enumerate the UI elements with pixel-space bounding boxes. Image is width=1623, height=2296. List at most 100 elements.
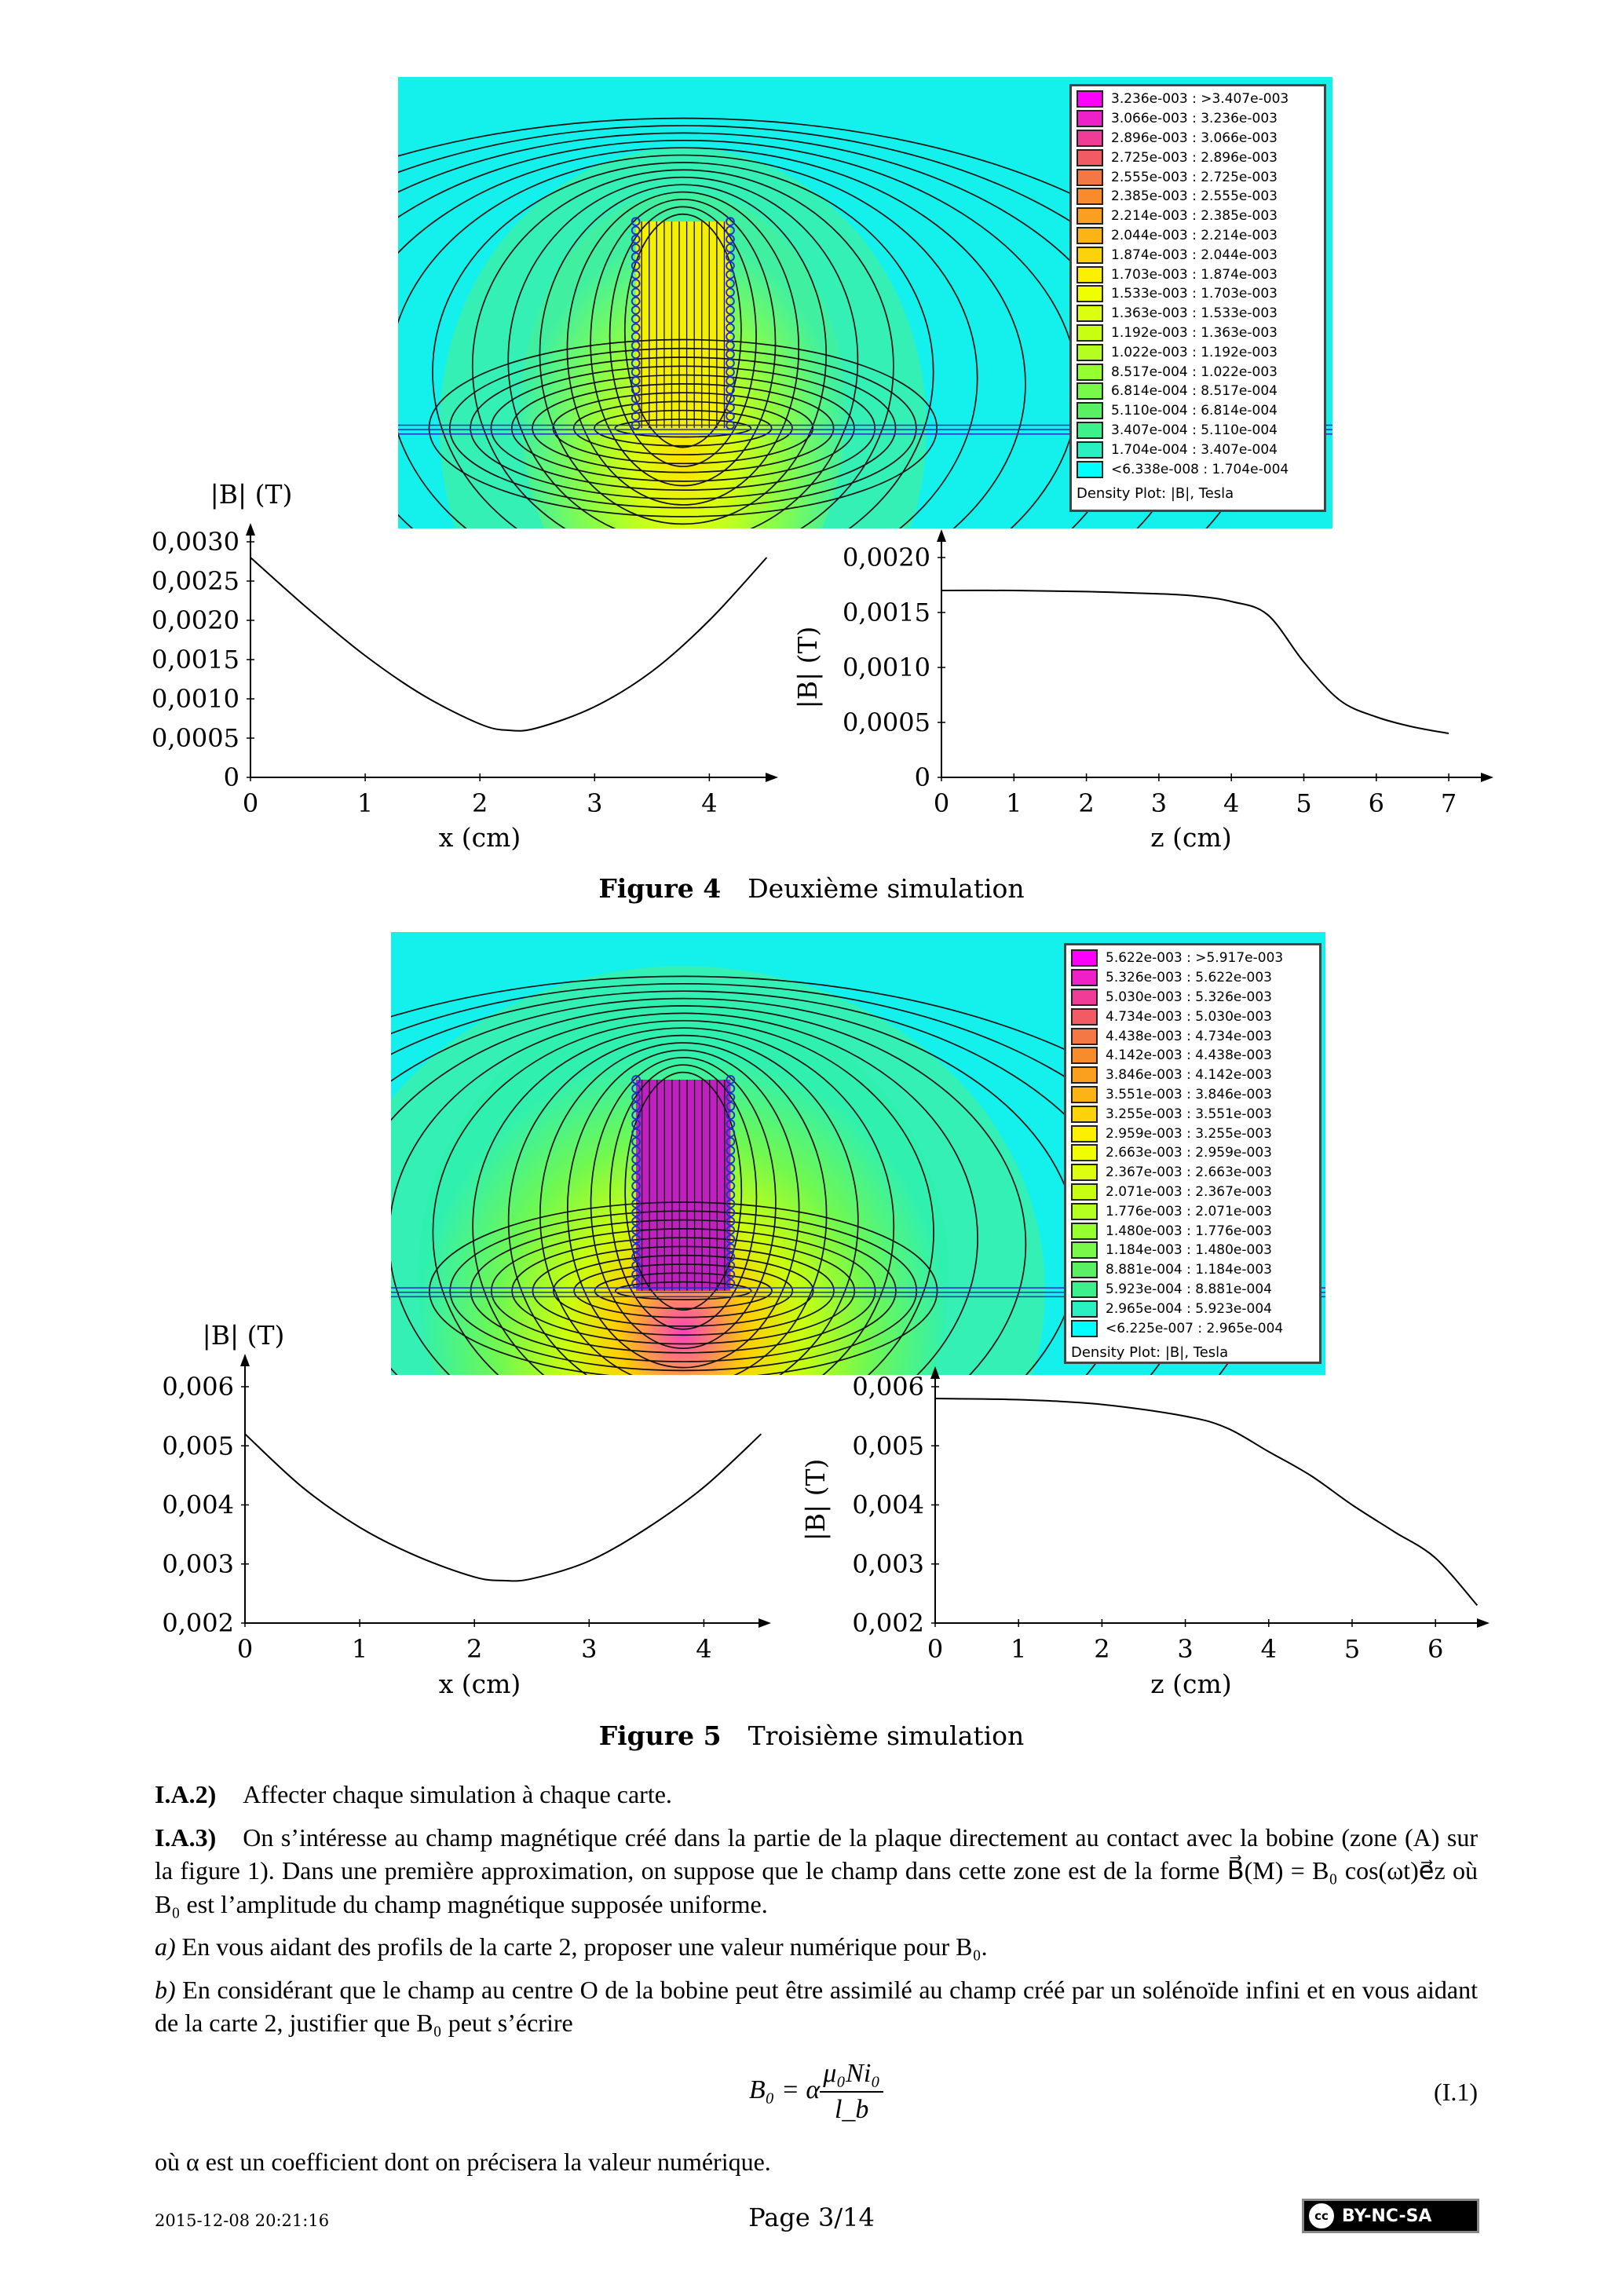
coil-turn (631, 349, 641, 360)
y-tick-label: 0,0005 (152, 723, 239, 753)
coil-turn (726, 1190, 736, 1200)
x-tick-label: 1 (357, 788, 373, 818)
coil-turn (631, 1270, 641, 1279)
legend-row: 2.663e-003 : 2.959e-003 (1071, 1143, 1314, 1163)
coil-turn (726, 1084, 736, 1094)
x-tick-label: 0 (927, 1634, 943, 1664)
field-line (391, 1012, 978, 1375)
legend-label: 5.326e-003 : 5.622e-003 (1106, 970, 1272, 986)
caption-number: Figure 4 (598, 873, 722, 904)
coil-turn (631, 1172, 641, 1182)
coil-turn (726, 1252, 736, 1262)
question-ia2: I.A.2) Affecter chaque simulation à chaqu… (155, 1778, 1478, 1812)
x-axis-label: x (cm) (439, 1669, 521, 1699)
coil-turn (631, 1243, 641, 1253)
field-line (539, 1042, 828, 1375)
y-tick-label: 0,0025 (152, 566, 239, 596)
legend-label: 5.923e-004 : 8.881e-004 (1106, 1281, 1272, 1297)
x-tick-label: 7 (1441, 788, 1457, 818)
x-axis-arrow (758, 1618, 771, 1628)
legend-swatch (1071, 1300, 1098, 1318)
legend-swatch (1077, 226, 1103, 244)
field-line (573, 1263, 794, 1318)
question-ia3: I.A.3) On s’intéresse au champ magnétique… (155, 1821, 1478, 1921)
legend-swatch (1071, 1202, 1098, 1220)
legend-row: 3.551e-003 : 3.846e-003 (1071, 1085, 1314, 1105)
coil-turn (726, 1137, 736, 1146)
legend-swatch (1077, 460, 1103, 478)
field-line (566, 191, 800, 506)
legend-swatch (1077, 90, 1103, 108)
field-line (624, 1071, 743, 1311)
x-tick-label: 0 (243, 788, 258, 818)
coil-turn (631, 1128, 641, 1138)
x-tick-label: 4 (1223, 788, 1239, 818)
legend-label: 8.881e-004 : 1.184e-003 (1106, 1262, 1272, 1278)
equation-row: B₀ = α μ₀Ni₀ l_b (I.1) (155, 2054, 1478, 2130)
legend-swatch (1071, 1027, 1098, 1045)
coil-turn (631, 323, 641, 333)
legend-label: 5.622e-003 : >5.917e-003 (1106, 950, 1284, 967)
coil-turn (726, 1146, 736, 1156)
y-tick-label: 0,0010 (152, 684, 239, 714)
legend-row: 1.704e-004 : 3.407e-004 (1077, 440, 1319, 459)
legend-row: 1.480e-003 : 1.776e-003 (1071, 1221, 1314, 1241)
coil-turn (631, 1190, 641, 1200)
coil-turn (726, 1278, 736, 1289)
legend-swatch (1077, 207, 1103, 225)
legend-row: 2.896e-003 : 3.066e-003 (1077, 129, 1319, 148)
legend-row: 5.326e-003 : 5.622e-003 (1071, 968, 1314, 988)
x-axis-label: z (cm) (1150, 822, 1231, 853)
field-line (398, 154, 978, 528)
field-line (429, 1201, 938, 1375)
legend-swatch (1071, 1047, 1098, 1065)
legend-row: 5.923e-004 : 8.881e-004 (1071, 1280, 1314, 1300)
equation-lhs: B₀ = α (748, 2075, 821, 2104)
field-line (614, 419, 752, 438)
legend-title: Density Plot: |B|, Tesla (1071, 1344, 1229, 1361)
legend-label: 1.480e-003 : 1.776e-003 (1106, 1223, 1272, 1239)
coil-turn (631, 358, 641, 368)
coil-turn (631, 1163, 641, 1173)
legend-swatch (1071, 1241, 1098, 1260)
coil-turn (726, 305, 735, 315)
coil-turn (726, 1225, 736, 1235)
y-tick-label: 0,004 (162, 1490, 234, 1520)
field-line (472, 1027, 895, 1375)
coil-turn (631, 367, 641, 377)
coil-turn (726, 1092, 736, 1102)
equation-tag: (I.1) (1434, 2077, 1478, 2106)
legend-label: 2.663e-003 : 2.959e-003 (1106, 1145, 1272, 1161)
coil-turn (726, 376, 735, 386)
chart-4: 0 1 2 3 4 5 6 0,002 0,003 0,004 0,005 0,006 z (cm) |B… (800, 1366, 1490, 1699)
legend-label: 3.255e-003 : 3.551e-003 (1106, 1106, 1272, 1122)
x-tick-label: 4 (696, 1634, 711, 1664)
legend-label: 5.030e-003 : 5.326e-003 (1106, 989, 1272, 1005)
legend-row: 3.255e-003 : 3.551e-003 (1071, 1104, 1314, 1124)
field-line (609, 1064, 758, 1330)
x-tick-label: 3 (587, 788, 602, 818)
license-badge[interactable]: cc BY-NC-SA (1302, 2199, 1479, 2233)
y-tick-label: 0,0030 (152, 527, 239, 557)
legend-row: 2.367e-003 : 2.663e-003 (1071, 1163, 1314, 1183)
coil-turn (726, 217, 735, 226)
chart-1: 0 1 2 3 4 0 0,0005 0,0010 0,0015 0,0020 0,0025 0,00… (152, 479, 778, 853)
y-tick-label: 0,0005 (843, 707, 930, 737)
legend-row: 5.622e-003 : >5.917e-003 (1071, 949, 1314, 968)
legend-label: 3.236e-003 : >3.407e-003 (1111, 91, 1289, 108)
y-tick-label: 0,005 (852, 1431, 924, 1461)
legend-swatch (1071, 1105, 1098, 1123)
coil-turn (726, 367, 735, 377)
legend-row: 2.214e-003 : 2.385e-003 (1077, 207, 1319, 226)
field-line (470, 356, 897, 500)
legend-swatch (1071, 988, 1098, 1006)
data-curve (250, 557, 768, 732)
x-tick-label: 2 (472, 788, 488, 818)
coil-turn (631, 1102, 641, 1111)
legend-label: 2.896e-003 : 3.066e-003 (1111, 130, 1278, 146)
y-axis-label: |B| (T) (210, 479, 293, 510)
legend-row: 1.874e-003 : 2.044e-003 (1077, 245, 1319, 265)
coil-turn (631, 1181, 641, 1191)
question-label: I.A.2) (155, 1780, 217, 1808)
